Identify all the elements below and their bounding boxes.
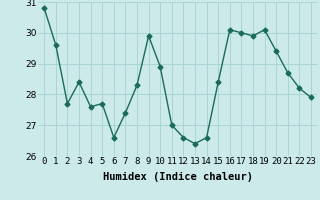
X-axis label: Humidex (Indice chaleur): Humidex (Indice chaleur) <box>103 172 252 182</box>
